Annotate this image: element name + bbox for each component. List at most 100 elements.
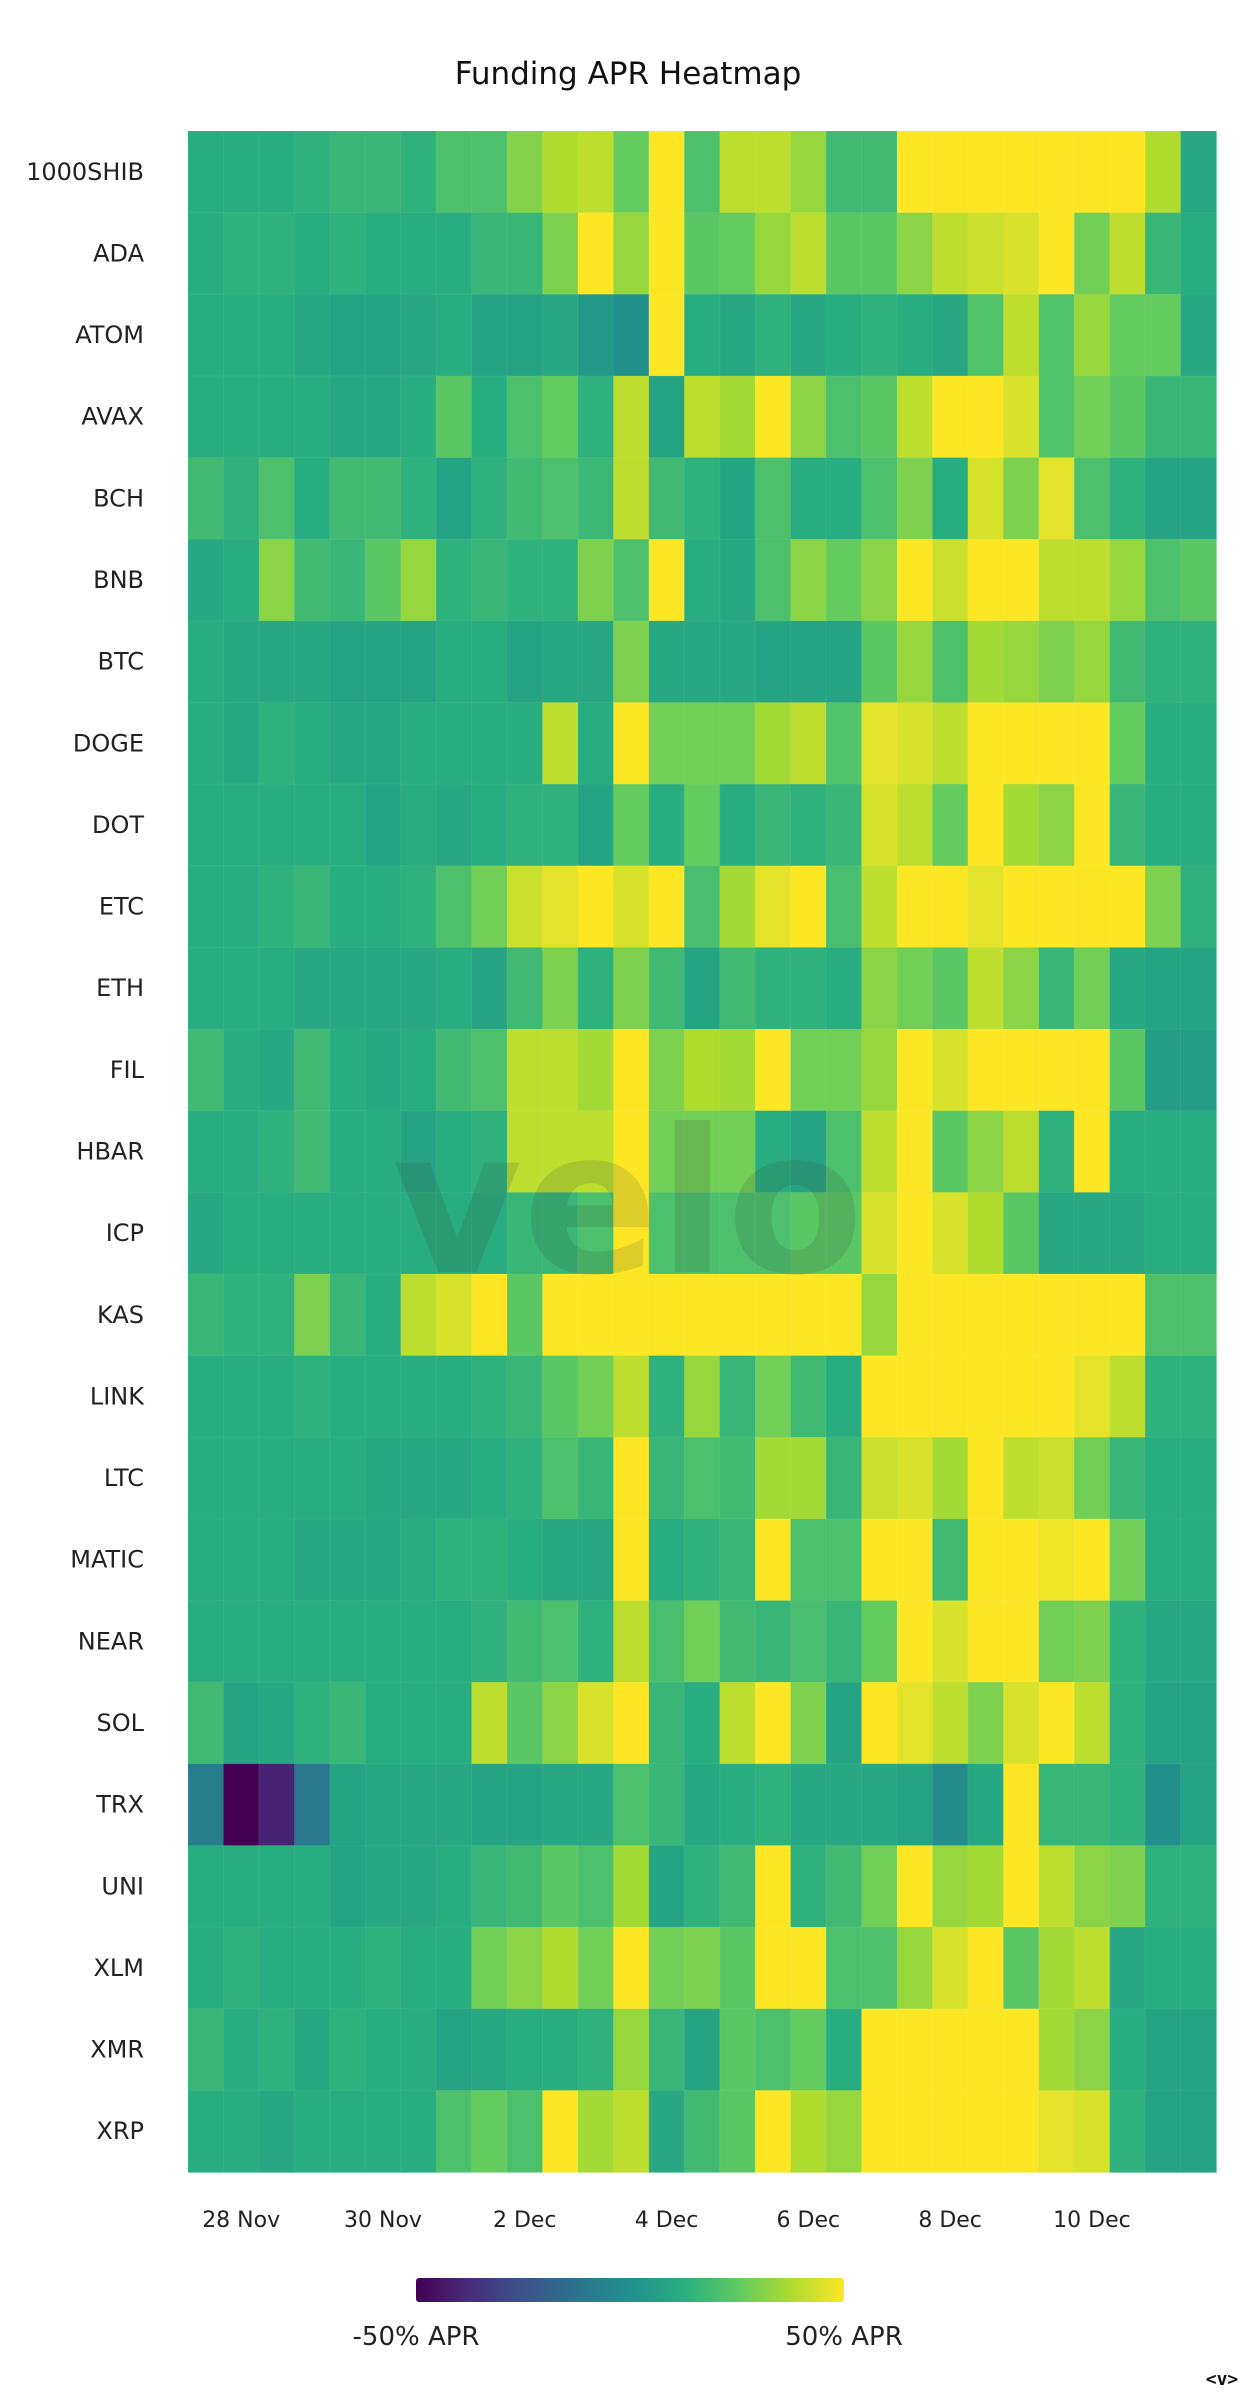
heatmap-cell xyxy=(541,620,580,704)
heatmap-cell xyxy=(825,1844,863,1929)
heatmap-cell xyxy=(506,1681,544,1765)
heatmap-cell xyxy=(1073,1600,1111,1684)
heatmap-cell xyxy=(1109,1844,1147,1929)
heatmap-cell xyxy=(683,1355,721,1439)
heatmap-cell xyxy=(1002,946,1040,1031)
heatmap-cell xyxy=(825,212,863,296)
heatmap-cell xyxy=(648,701,686,786)
heatmap-cell xyxy=(187,457,225,541)
heatmap-cell xyxy=(825,130,863,214)
heatmap-cell xyxy=(435,1518,473,1602)
heatmap-cell xyxy=(1144,783,1182,867)
heatmap-cell xyxy=(577,293,615,378)
heatmap-cell xyxy=(1073,1436,1111,1520)
heatmap-cell xyxy=(931,1355,969,1439)
heatmap-cell xyxy=(400,1436,438,1520)
heatmap-cell xyxy=(293,538,331,622)
heatmap-cell xyxy=(329,1844,367,1929)
heatmap-cell xyxy=(931,1518,969,1602)
heatmap-cell xyxy=(1038,1273,1076,1357)
row-label: ETC xyxy=(99,893,144,921)
heatmap-cell xyxy=(222,865,260,949)
heatmap-cell xyxy=(825,1191,863,1276)
heatmap-cell xyxy=(754,1926,792,2010)
heatmap-cell xyxy=(577,1600,615,1684)
heatmap-cell xyxy=(471,620,509,704)
heatmap-cell xyxy=(1180,701,1218,786)
heatmap-cell xyxy=(1144,1600,1182,1684)
heatmap-cell xyxy=(435,1436,473,1520)
heatmap-cell xyxy=(506,620,544,704)
heatmap-cell xyxy=(293,1926,331,2010)
heatmap-cell xyxy=(1002,1926,1040,2010)
heatmap-cell xyxy=(825,375,863,459)
heatmap-cell xyxy=(1144,538,1182,622)
heatmap-cell xyxy=(861,2008,899,2092)
heatmap-cell xyxy=(754,1844,792,1929)
heatmap-cell xyxy=(861,1681,899,1765)
heatmap-cell xyxy=(825,1355,863,1439)
heatmap-cell xyxy=(1073,620,1111,704)
heatmap-cell xyxy=(364,2089,402,2174)
heatmap-cell xyxy=(471,1518,509,1602)
heatmap-cell xyxy=(1144,620,1182,704)
heatmap-cell xyxy=(612,865,650,949)
heatmap-cell xyxy=(1109,1926,1147,2010)
heatmap-cell xyxy=(719,375,757,459)
heatmap-cell xyxy=(1109,783,1147,867)
heatmap-cell xyxy=(400,1600,438,1684)
heatmap-cell xyxy=(967,538,1005,622)
heatmap-cell xyxy=(790,1518,828,1602)
heatmap-cell xyxy=(329,212,367,296)
heatmap-cell xyxy=(1002,212,1040,296)
heatmap-cell xyxy=(222,130,260,214)
heatmap-cell xyxy=(364,130,402,214)
heatmap-cell xyxy=(896,1844,934,1929)
heatmap-cell xyxy=(293,2008,331,2092)
heatmap-cell xyxy=(931,2008,969,2092)
heatmap-cell xyxy=(1109,1191,1147,1276)
heatmap-cell xyxy=(293,1355,331,1439)
heatmap-cell xyxy=(435,212,473,296)
heatmap-cell xyxy=(471,865,509,949)
heatmap-cell xyxy=(541,130,580,214)
heatmap-cell xyxy=(754,2089,792,2174)
heatmap-cell xyxy=(1180,1763,1218,1847)
heatmap-cell xyxy=(293,1518,331,1602)
heatmap-cell xyxy=(577,2089,615,2174)
heatmap-cell xyxy=(825,783,863,867)
heatmap-cell xyxy=(612,1518,650,1602)
heatmap-cell xyxy=(790,1355,828,1439)
heatmap-cell xyxy=(648,1926,686,2010)
heatmap-cell xyxy=(612,130,650,214)
heatmap-cell xyxy=(896,212,934,296)
heatmap-cell xyxy=(1144,2089,1182,2174)
heatmap-cell xyxy=(967,1355,1005,1439)
heatmap-cell xyxy=(967,1191,1005,1276)
heatmap-cell xyxy=(471,130,509,214)
heatmap-cell xyxy=(329,457,367,541)
heatmap-cell xyxy=(1073,375,1111,459)
heatmap-cell xyxy=(329,701,367,786)
heatmap-cell xyxy=(1002,1191,1040,1276)
heatmap-cell xyxy=(258,1763,296,1847)
heatmap-cell xyxy=(612,1355,650,1439)
heatmap-cell xyxy=(471,293,509,378)
heatmap-cell xyxy=(1002,1600,1040,1684)
heatmap-cell xyxy=(1180,457,1218,541)
heatmap-cell xyxy=(931,538,969,622)
heatmap-cell xyxy=(931,1681,969,1765)
heatmap-cell xyxy=(364,783,402,867)
heatmap-cell xyxy=(577,783,615,867)
heatmap-cell xyxy=(1073,130,1111,214)
heatmap-cell xyxy=(1073,783,1111,867)
heatmap-cell xyxy=(541,1926,580,2010)
heatmap-cell xyxy=(931,1926,969,2010)
heatmap-cell xyxy=(612,1844,650,1929)
heatmap-cell xyxy=(1144,212,1182,296)
heatmap-cell xyxy=(719,130,757,214)
heatmap-cell xyxy=(648,1273,686,1357)
heatmap-cell xyxy=(187,2008,225,2092)
heatmap-cell xyxy=(506,1191,544,1276)
heatmap-cell xyxy=(719,1191,757,1276)
